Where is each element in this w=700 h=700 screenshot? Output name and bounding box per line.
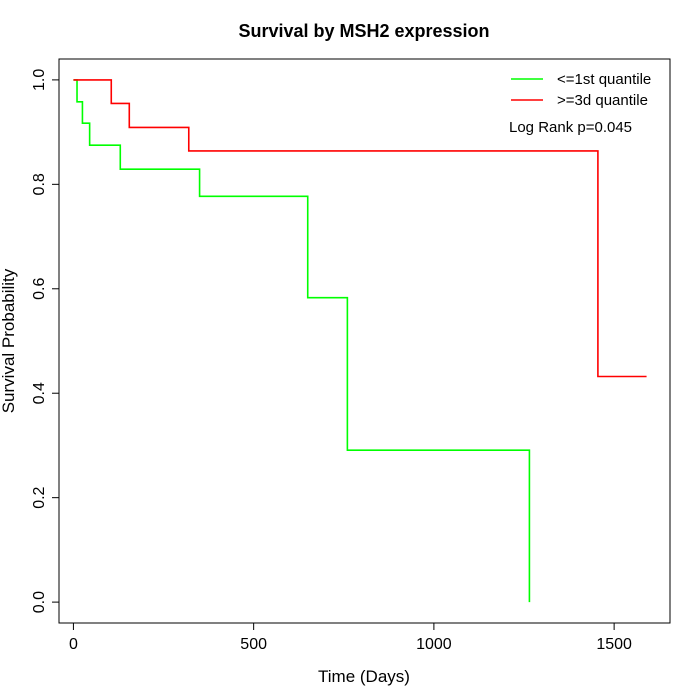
y-tick-label: 0.2 <box>31 486 48 508</box>
log-rank-annotation: Log Rank p=0.045 <box>509 119 632 136</box>
legend: <=1st quantile >=3d quantile <box>511 71 651 109</box>
series-line-0 <box>73 79 531 603</box>
chart-title: Survival by MSH2 expression <box>238 21 489 41</box>
x-tick-label: 500 <box>240 636 267 653</box>
x-axis-label: Time (Days) <box>318 667 410 686</box>
y-tick-label: 1.0 <box>31 69 48 91</box>
x-tick-label: 1000 <box>416 636 452 653</box>
x-axis: 0 500 1000 1500 <box>69 622 632 653</box>
y-tick-label: 0.8 <box>31 173 48 195</box>
series-layer <box>73 79 647 603</box>
series-line-1 <box>73 79 647 378</box>
x-tick-label: 0 <box>69 636 78 653</box>
y-tick-label: 0.4 <box>31 382 48 404</box>
y-tick-label: 0.6 <box>31 278 48 300</box>
y-tick-label: 0.0 <box>31 591 48 613</box>
x-tick-label: 1500 <box>596 636 632 653</box>
y-axis-label: Survival Probability <box>0 268 18 413</box>
y-axis: 0.0 0.2 0.4 0.6 0.8 1.0 <box>31 69 60 613</box>
legend-label-0: <=1st quantile <box>557 71 651 88</box>
legend-label-1: >=3d quantile <box>557 92 648 109</box>
